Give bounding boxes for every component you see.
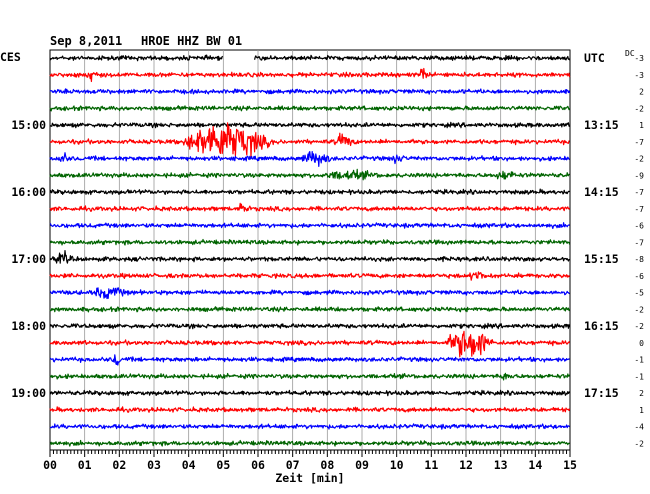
dc-offset-label: -7	[634, 238, 644, 247]
right-hour-label: 16:15	[584, 319, 619, 333]
dc-offset-label: -7	[634, 188, 644, 197]
seismic-trace	[49, 88, 571, 95]
x-tick-label: 04	[182, 458, 196, 472]
dc-offset-label: -3	[634, 54, 644, 63]
seismic-trace	[49, 188, 570, 196]
x-tick-label: 06	[251, 458, 265, 472]
x-tick-label: 08	[320, 458, 334, 472]
x-axis: 00 01 02 03 04 05 06 07 08 09 10 11 12 13 14 15	[43, 450, 577, 472]
dc-offset-labels: -3 -3 2 -2 1 -7 -2 -9 -7 -7 -6 -7 -8 -6 -5 -2 -2 0 -1 -1 2 1 -…	[634, 54, 644, 448]
x-tick-label: 01	[78, 458, 92, 472]
seismic-trace	[49, 222, 570, 229]
x-tick-label: 09	[355, 458, 369, 472]
dc-offset-label: -2	[634, 155, 644, 164]
trace-group	[49, 54, 571, 447]
dc-offset-label: -2	[634, 439, 644, 448]
right-hour-labels: UTC 13:15 14:15 15:15 16:15 17:15	[584, 51, 619, 400]
x-tick-label: 13	[494, 458, 508, 472]
dc-offset-label: -9	[634, 171, 644, 180]
x-tick-label: 15	[563, 458, 577, 472]
dc-offset-label: -1	[634, 372, 644, 381]
left-hour-labels: 15:00 16:00 17:00 18:00 19:00	[11, 118, 46, 400]
x-tick-label: 02	[112, 458, 126, 472]
left-hour-label: 18:00	[11, 319, 46, 333]
dc-offset-label: -2	[634, 104, 644, 113]
seismic-trace	[49, 250, 570, 264]
seismic-trace	[49, 306, 571, 313]
seismic-trace	[49, 238, 571, 246]
chart-date: Sep 8,2011	[50, 34, 122, 48]
plot-frame	[49, 49, 571, 451]
dc-offset-label: 2	[639, 389, 644, 398]
right-hour-label: UTC	[584, 51, 605, 65]
seismic-trace	[49, 271, 571, 281]
seismic-trace	[49, 322, 571, 330]
right-hour-label: 15:15	[584, 252, 619, 266]
seismic-trace	[49, 121, 570, 129]
dc-offset-label: 2	[639, 88, 644, 97]
dc-offset-label: -2	[634, 305, 644, 314]
left-hour-label: 15:00	[11, 118, 46, 132]
seismic-trace	[49, 122, 570, 158]
right-hour-label: 13:15	[584, 118, 619, 132]
seismic-trace	[49, 202, 571, 212]
x-tick-label: 05	[216, 458, 230, 472]
right-hour-label: 14:15	[584, 185, 619, 199]
seismic-trace	[49, 67, 571, 83]
plot-grid	[49, 49, 571, 451]
x-tick-label: 11	[424, 458, 438, 472]
left-timezone-label: CES	[0, 50, 21, 64]
seismic-trace	[49, 54, 571, 62]
dc-offset-label: -7	[634, 138, 644, 147]
seismic-trace	[49, 372, 571, 381]
seismic-trace	[49, 406, 571, 413]
left-hour-label: 19:00	[11, 386, 46, 400]
x-axis-label: Zeit [min]	[275, 471, 344, 485]
x-tick-label: 14	[528, 458, 542, 472]
dc-offset-label: -2	[634, 322, 644, 331]
seismic-trace	[49, 151, 570, 167]
left-hour-label: 17:00	[11, 252, 46, 266]
seismic-trace	[49, 105, 571, 112]
seismic-trace	[49, 330, 571, 358]
dc-offset-label: -1	[634, 356, 644, 365]
dc-offset-label: 1	[639, 406, 644, 415]
dc-offset-label: -7	[634, 205, 644, 214]
chart-station: HROE HHZ BW 01	[141, 34, 242, 48]
left-hour-label: 16:00	[11, 185, 46, 199]
x-tick-label: 03	[147, 458, 161, 472]
dc-offset-label: -5	[634, 289, 644, 298]
x-tick-label: 10	[390, 458, 404, 472]
x-tick-label: 00	[43, 458, 57, 472]
dc-offset-label: -6	[634, 272, 644, 281]
x-tick-label: 07	[286, 458, 300, 472]
dc-label: DC	[625, 49, 635, 58]
right-hour-label: 17:15	[584, 386, 619, 400]
dc-offset-label: -8	[634, 255, 644, 264]
dc-offset-label: -4	[634, 423, 644, 432]
seismic-trace	[49, 389, 571, 397]
seismic-trace	[49, 354, 570, 366]
x-tick-label: 12	[459, 458, 473, 472]
seismic-trace	[49, 168, 570, 181]
seismic-trace	[49, 423, 570, 430]
dc-offset-label: -6	[634, 222, 644, 231]
seismic-trace	[49, 287, 570, 300]
seismic-trace	[49, 439, 570, 447]
dc-offset-label: -3	[634, 71, 644, 80]
dc-offset-label: 1	[639, 121, 644, 130]
dc-offset-label: 0	[639, 339, 644, 348]
